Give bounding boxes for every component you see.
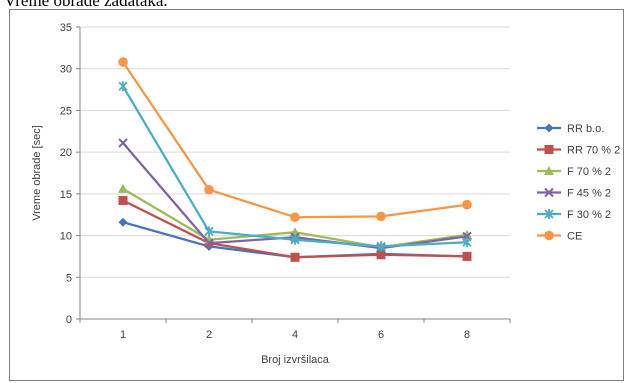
series-f-30-2 [118,81,472,252]
x-tick-label: 1 [120,329,126,341]
legend-item: F 30 % 2 [537,209,611,221]
legend-item: CE [537,231,582,243]
data-point [118,183,128,193]
x-tick-label: 2 [206,329,212,341]
y-tick-label: 20 [60,147,72,159]
axes [76,26,511,323]
data-point [118,138,128,148]
legend-label: F 45 % 2 [567,188,611,200]
data-point [118,81,128,92]
legend-label: CE [567,231,582,243]
legend-label: RR 70 % 2 [567,145,620,157]
x-tick-label: 4 [292,329,298,341]
y-tick-label: 0 [66,314,72,326]
y-tick-label: 5 [66,272,72,284]
data-point [204,226,214,237]
legend-item: F 45 % 2 [537,188,611,200]
chart-area: 0 5 10 15 20 25 30 35 1 2 4 6 8 RR b.o. RR 70 % 2 F 7… [9,9,624,381]
series-group [118,57,472,262]
data-point [290,234,300,245]
data-point [544,145,554,154]
data-point [118,57,128,67]
y-axis-title: Vreme obrade [sec] [31,125,43,221]
legend: RR b.o. RR 70 % 2 F 70 % 2 F 45 % 2 F 30 % 2… [537,123,620,243]
data-point [544,187,554,198]
data-point [462,199,472,210]
data-point [118,196,128,206]
y-tick-label: 30 [60,64,72,76]
x-tick-label: 8 [464,329,470,341]
x-axis-title: Broj izvršilaca [261,354,330,366]
data-point [376,211,386,222]
y-tick-label: 25 [60,105,72,117]
legend-item: RR b.o. [537,123,604,135]
data-point [462,237,472,248]
y-tick-label: 15 [60,189,72,201]
data-point [118,217,128,227]
data-point [204,184,214,195]
series-ce [118,57,472,223]
x-tick-label: 6 [378,329,384,341]
legend-label: RR b.o. [567,123,604,135]
data-point [204,238,214,248]
grid-lines [80,26,510,278]
data-point [544,230,554,241]
legend-item: F 70 % 2 [537,166,611,178]
data-point [376,250,386,260]
data-point [462,251,472,261]
legend-item: RR 70 % 2 [537,145,620,157]
data-point [544,209,554,219]
legend-label: F 70 % 2 [567,166,611,178]
data-point [544,166,554,175]
data-point [544,123,554,133]
x-tick-labels: 1 2 4 6 8 [120,329,470,341]
y-tick-label: 35 [60,22,72,34]
data-point [290,212,300,223]
y-tick-label: 10 [60,231,72,243]
data-point [376,241,386,252]
page-text-fragment: Vreme obrade zadataka. [4,0,168,10]
y-tick-labels: 0 5 10 15 20 25 30 35 [60,22,72,326]
data-point [290,252,300,262]
line-chart: 0 5 10 15 20 25 30 35 1 2 4 6 8 RR b.o. RR 70 % 2 F 7… [31,22,620,366]
legend-label: F 30 % 2 [567,209,611,221]
